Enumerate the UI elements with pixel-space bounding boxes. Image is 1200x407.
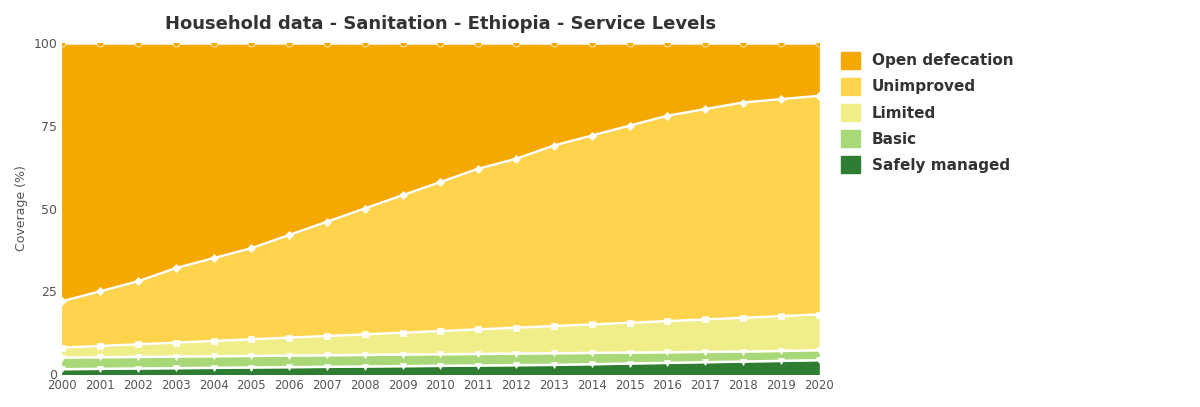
Title: Household data - Sanitation - Ethiopia - Service Levels: Household data - Sanitation - Ethiopia -…: [164, 15, 716, 33]
Y-axis label: Coverage (%): Coverage (%): [14, 166, 28, 252]
Legend: Open defecation, Unimproved, Limited, Basic, Safely managed: Open defecation, Unimproved, Limited, Ba…: [834, 44, 1021, 181]
